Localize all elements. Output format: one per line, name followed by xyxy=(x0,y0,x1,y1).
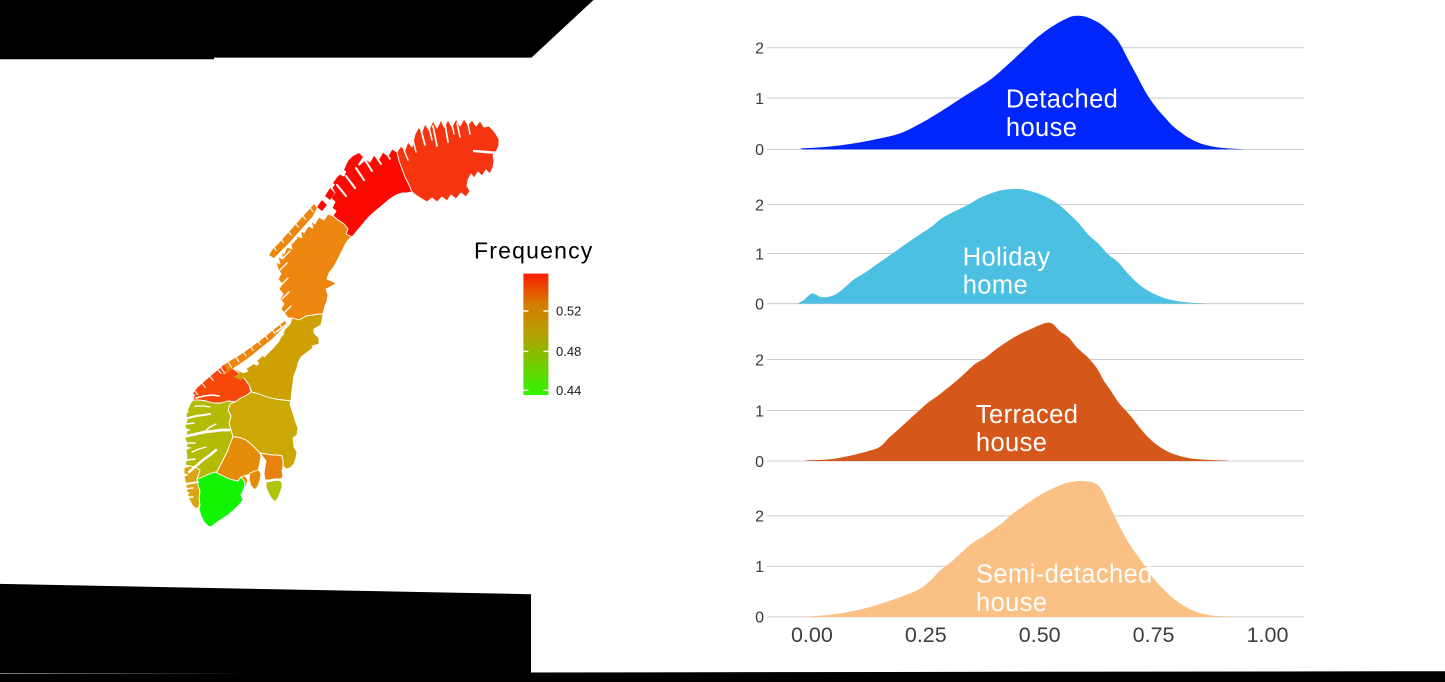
svg-text:Semi-detached: Semi-detached xyxy=(976,561,1153,589)
svg-text:2: 2 xyxy=(755,197,764,214)
svg-text:Frequency: Frequency xyxy=(474,238,593,264)
svg-text:1: 1 xyxy=(755,91,764,108)
svg-text:1: 1 xyxy=(755,403,764,420)
svg-text:house: house xyxy=(1006,114,1077,142)
svg-text:Detached: Detached xyxy=(1006,86,1118,114)
svg-text:Terraced: Terraced xyxy=(976,401,1078,429)
svg-text:0: 0 xyxy=(755,610,764,627)
svg-text:1: 1 xyxy=(755,246,764,263)
svg-text:0.25: 0.25 xyxy=(905,623,947,647)
svg-text:Holiday: Holiday xyxy=(963,244,1051,272)
svg-text:1: 1 xyxy=(755,559,764,576)
svg-text:0.50: 0.50 xyxy=(1019,623,1061,647)
svg-text:0.00: 0.00 xyxy=(791,623,833,647)
svg-text:2: 2 xyxy=(755,41,764,58)
svg-text:0: 0 xyxy=(755,142,764,159)
svg-text:2: 2 xyxy=(755,509,764,526)
svg-text:0.48: 0.48 xyxy=(556,344,581,359)
svg-text:house: house xyxy=(976,589,1047,617)
svg-text:0.75: 0.75 xyxy=(1133,623,1175,647)
svg-text:2: 2 xyxy=(755,352,764,369)
svg-text:0: 0 xyxy=(755,296,764,313)
svg-text:0.44: 0.44 xyxy=(556,383,581,398)
svg-text:house: house xyxy=(976,429,1047,457)
svg-text:0: 0 xyxy=(755,454,764,471)
svg-text:home: home xyxy=(963,272,1028,300)
svg-text:1.00: 1.00 xyxy=(1247,623,1289,647)
svg-text:0.52: 0.52 xyxy=(556,304,581,319)
